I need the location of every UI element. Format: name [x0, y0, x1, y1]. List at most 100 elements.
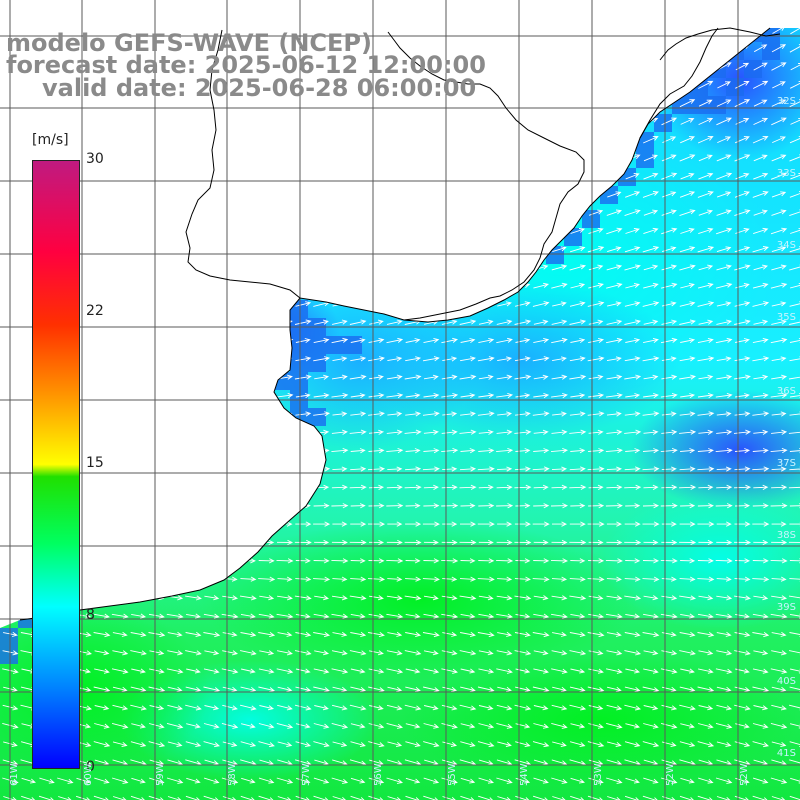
- wind-arrow: [368, 558, 385, 564]
- wind-arrow: [532, 795, 550, 800]
- wind-arrow: [221, 668, 239, 674]
- wind-arrow: [111, 613, 129, 619]
- wind-arrow: [221, 777, 239, 784]
- wind-arrow: [606, 411, 622, 417]
- wind-arrow: [752, 356, 770, 362]
- wind-arrow: [204, 650, 220, 656]
- wind-arrow: [735, 613, 750, 619]
- wind-arrow: [112, 631, 128, 637]
- wind-arrow: [789, 81, 800, 89]
- wind-arrow: [606, 668, 623, 674]
- wind-arrow: [38, 795, 56, 800]
- low-wind-cell: [582, 210, 600, 228]
- wind-arrow: [643, 539, 659, 546]
- wind-arrow: [368, 429, 385, 435]
- wind-arrow: [606, 777, 623, 784]
- wind-arrow: [752, 503, 769, 509]
- wind-arrow: [533, 705, 549, 711]
- wind-arrow: [460, 393, 476, 399]
- wind-arrow: [770, 558, 788, 564]
- wind-arrow: [368, 356, 385, 362]
- wind-arrow: [698, 705, 714, 711]
- wind-arrow: [643, 172, 659, 180]
- wind-arrow: [515, 393, 531, 399]
- wind-arrow: [679, 650, 696, 656]
- wind-arrow: [788, 539, 800, 546]
- wind-arrow: [460, 723, 476, 729]
- wind-arrow: [203, 795, 220, 800]
- wind-arrow: [350, 668, 366, 674]
- wind-arrow: [331, 484, 348, 490]
- wind-arrow: [715, 722, 733, 729]
- lat-label: 35S: [776, 312, 796, 323]
- wind-arrow: [276, 539, 294, 546]
- wind-arrow: [587, 356, 605, 362]
- wind-arrow: [93, 795, 111, 800]
- wind-arrow: [496, 595, 513, 601]
- wind-arrow: [734, 99, 751, 108]
- wind-arrow: [789, 283, 800, 289]
- wind-arrow: [789, 448, 800, 454]
- wind-arrow: [753, 595, 769, 601]
- colorbar-tick-15: 15: [86, 455, 104, 471]
- wind-arrow: [442, 356, 458, 362]
- wind-arrow: [735, 723, 750, 729]
- wind-arrow: [661, 227, 678, 235]
- wind-arrow: [643, 668, 659, 674]
- wind-arrow: [570, 393, 586, 399]
- wind-arrow: [112, 796, 128, 800]
- wind-arrow: [680, 118, 695, 125]
- wind-arrow: [697, 613, 714, 619]
- wind-arrow: [588, 484, 604, 490]
- wind-arrow: [680, 613, 696, 619]
- wind-arrow: [679, 484, 697, 490]
- wind-arrow: [258, 777, 275, 784]
- wind-arrow: [551, 539, 568, 546]
- low-wind-cell: [308, 408, 326, 426]
- wind-arrow: [551, 466, 568, 472]
- wind-arrow: [496, 558, 514, 564]
- low-wind-cell: [308, 354, 326, 372]
- wind-arrow: [588, 668, 604, 674]
- wind-arrow: [386, 595, 403, 601]
- low-wind-cell: [344, 336, 362, 354]
- wind-arrow: [349, 595, 367, 601]
- wind-arrow: [771, 704, 787, 711]
- wind-arrow: [551, 282, 568, 289]
- wind-arrow: [735, 338, 750, 344]
- wind-arrow: [149, 777, 165, 784]
- wind-arrow: [111, 777, 129, 784]
- wind-arrow: [772, 81, 786, 89]
- wind-arrow: [331, 595, 348, 601]
- wind-arrow: [313, 632, 331, 638]
- wind-arrow: [478, 595, 494, 601]
- wind-arrow: [789, 613, 800, 619]
- wind-arrow: [332, 466, 348, 472]
- wind-arrow: [570, 613, 586, 619]
- wind-arrow: [94, 777, 110, 784]
- wind-arrow: [697, 135, 714, 144]
- wind-arrow: [496, 429, 513, 435]
- wind-arrow: [477, 466, 495, 472]
- wind-arrow: [405, 777, 421, 784]
- wind-arrow: [349, 374, 367, 380]
- wind-arrow: [387, 631, 403, 637]
- wind-arrow: [313, 723, 330, 729]
- wind-arrow: [515, 558, 531, 564]
- wind-arrow: [697, 741, 715, 748]
- wind-arrow: [550, 503, 569, 509]
- wind-arrow: [368, 411, 385, 417]
- wind-arrow: [569, 631, 586, 638]
- wind-arrow: [277, 796, 293, 800]
- wind-arrow: [734, 191, 750, 198]
- low-wind-cell: [290, 354, 308, 372]
- wind-arrow: [697, 686, 715, 693]
- wind-arrow: [588, 264, 604, 271]
- wind-arrow: [368, 539, 385, 546]
- wind-arrow: [569, 484, 587, 490]
- wind-arrow: [789, 209, 800, 217]
- wind-arrow: [588, 337, 605, 344]
- wind-arrow: [680, 668, 695, 674]
- wind-arrow: [715, 392, 733, 399]
- wind-arrow: [441, 392, 459, 399]
